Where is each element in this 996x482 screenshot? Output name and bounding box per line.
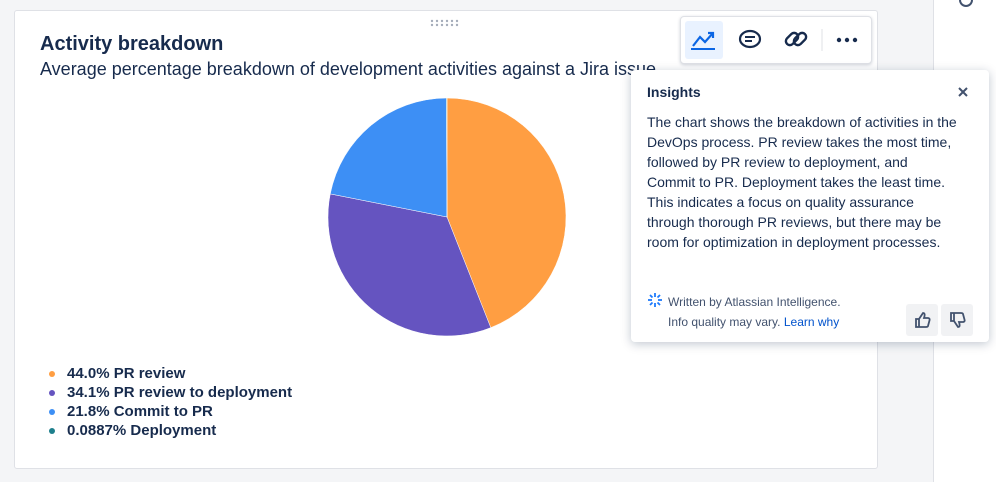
comment-button[interactable]	[738, 29, 762, 49]
more-button[interactable]	[836, 37, 858, 43]
legend-label: Deployment	[130, 422, 217, 439]
pie-slice	[446, 97, 567, 328]
legend: 44.0% PR review 34.1% PR review to deploy…	[49, 364, 292, 440]
legend-label: PR review to deployment	[113, 384, 293, 401]
legend-label: Commit to PR	[113, 403, 213, 420]
legend-label: PR review	[113, 365, 186, 382]
legend-item: 44.0% PR review	[49, 364, 292, 383]
legend-item: 0.0887% Deployment	[49, 421, 292, 440]
legend-value: 34.1%	[67, 384, 110, 401]
insights-popup: Insights The chart shows the breakdown o…	[631, 70, 989, 342]
insights-footer: Written by Atlassian Intelligence. Info …	[668, 292, 841, 332]
footer-note: Info quality may vary. Learn why	[668, 312, 841, 332]
legend-dot	[49, 427, 55, 434]
toolbar-icons	[685, 21, 858, 59]
footer-text: Written by Atlassian Intelligence.	[668, 295, 841, 309]
thumbs-down[interactable]	[941, 304, 973, 336]
legend-dot	[49, 408, 55, 415]
chart-subtitle: Average percentage breakdown of developm…	[40, 59, 657, 79]
pie-slice	[327, 193, 492, 337]
close-button[interactable]	[957, 86, 969, 98]
legend-dot	[49, 389, 55, 396]
link-button[interactable]	[784, 31, 808, 47]
legend-value: 44.0%	[67, 365, 110, 382]
pie-chart	[327, 97, 567, 337]
note-text: Info quality may vary.	[668, 315, 781, 329]
ai-icon	[648, 293, 662, 307]
legend-value: 0.0887%	[67, 422, 127, 439]
legend-item: 21.8% Commit to PR	[49, 402, 292, 421]
learn-link[interactable]: Learn why	[783, 315, 840, 329]
legend-value: 21.8%	[67, 403, 110, 420]
pie-slice	[329, 97, 448, 218]
chart-title: Activity breakdown	[40, 33, 224, 55]
thumbs-up[interactable]	[906, 304, 938, 336]
settings-icon[interactable]	[956, 0, 976, 10]
insights-title: Insights	[647, 84, 701, 100]
drag-handle[interactable]	[430, 19, 460, 27]
pie-slice	[446, 97, 448, 218]
insights-body: The chart shows the breakdown of activit…	[647, 114, 957, 250]
legend-dot	[49, 370, 55, 377]
toolbar	[680, 16, 872, 64]
legend-item: 34.1% PR review to deployment	[49, 383, 292, 402]
